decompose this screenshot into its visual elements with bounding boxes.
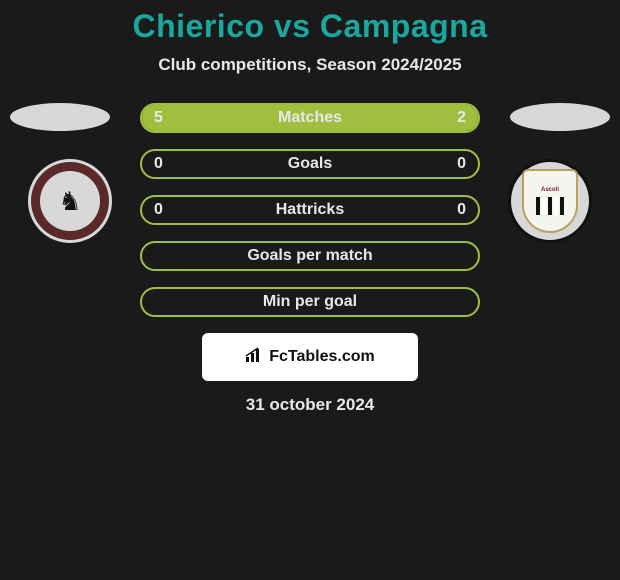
chart-icon — [245, 347, 263, 368]
club-badge-right: Ascoli — [508, 159, 592, 243]
stat-label: Min per goal — [142, 289, 478, 315]
club-badge-left: ♞ — [28, 159, 112, 243]
stat-row: 00Hattricks — [140, 195, 480, 225]
stat-label: Hattricks — [142, 197, 478, 223]
stat-label: Matches — [142, 105, 478, 131]
stat-row: 52Matches — [140, 103, 480, 133]
branding-box: FcTables.com — [202, 333, 418, 381]
date-text: 31 october 2024 — [0, 395, 620, 415]
stat-label: Goals — [142, 151, 478, 177]
stripes-icon — [536, 197, 564, 215]
stats-area: ♞ Ascoli 52Matches 00Goals 00Hattricks Goal… — [0, 103, 620, 317]
stat-label: Goals per match — [142, 243, 478, 269]
player-photo-placeholder-right — [510, 103, 610, 131]
horse-icon: ♞ — [40, 171, 100, 231]
infographic-root: Chierico vs Campagna Club competitions, … — [0, 0, 620, 415]
player-photo-placeholder-left — [10, 103, 110, 131]
subtitle: Club competitions, Season 2024/2025 — [0, 55, 620, 75]
shield-icon: Ascoli — [522, 169, 578, 233]
branding-text: FcTables.com — [269, 348, 375, 366]
stat-row: Min per goal — [140, 287, 480, 317]
stat-row: Goals per match — [140, 241, 480, 271]
stat-row: 00Goals — [140, 149, 480, 179]
badge-text: Ascoli — [541, 187, 559, 193]
title: Chierico vs Campagna — [0, 8, 620, 45]
